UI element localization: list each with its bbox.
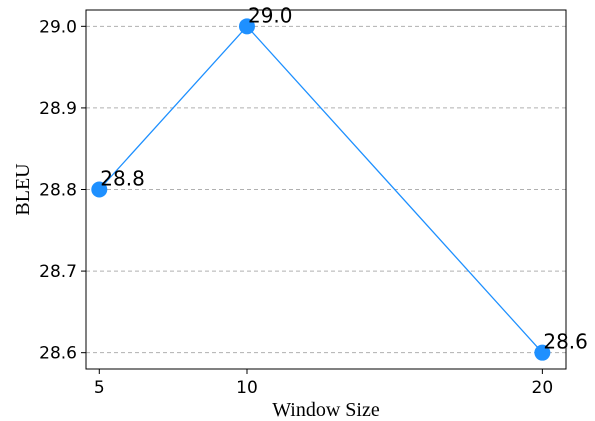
y-axis-ticks: 28.6 28.7 28.8 28.9 29.0 [39, 17, 86, 364]
data-label: 28.8 [100, 167, 145, 191]
y-tick-label: 28.9 [39, 99, 77, 119]
data-labels: 28.8 29.0 28.6 [100, 3, 588, 353]
x-axis-ticks: 5 10 20 [94, 369, 553, 398]
x-tick-label: 5 [94, 378, 105, 398]
series-layer [91, 18, 551, 361]
grid-lines [86, 25, 566, 354]
data-point [91, 181, 108, 198]
x-axis-label: Window Size [272, 399, 380, 421]
x-tick-label: 20 [532, 378, 554, 398]
y-tick-label: 29.0 [39, 17, 77, 37]
x-tick-label: 10 [236, 378, 258, 398]
data-label: 28.6 [543, 330, 588, 354]
data-point [534, 344, 551, 361]
data-label: 29.0 [248, 3, 293, 27]
data-point [238, 18, 255, 35]
y-tick-label: 28.6 [39, 344, 77, 364]
y-axis-label: BLEU [12, 163, 34, 216]
y-tick-label: 28.7 [39, 262, 77, 282]
y-tick-label: 28.8 [39, 181, 77, 201]
